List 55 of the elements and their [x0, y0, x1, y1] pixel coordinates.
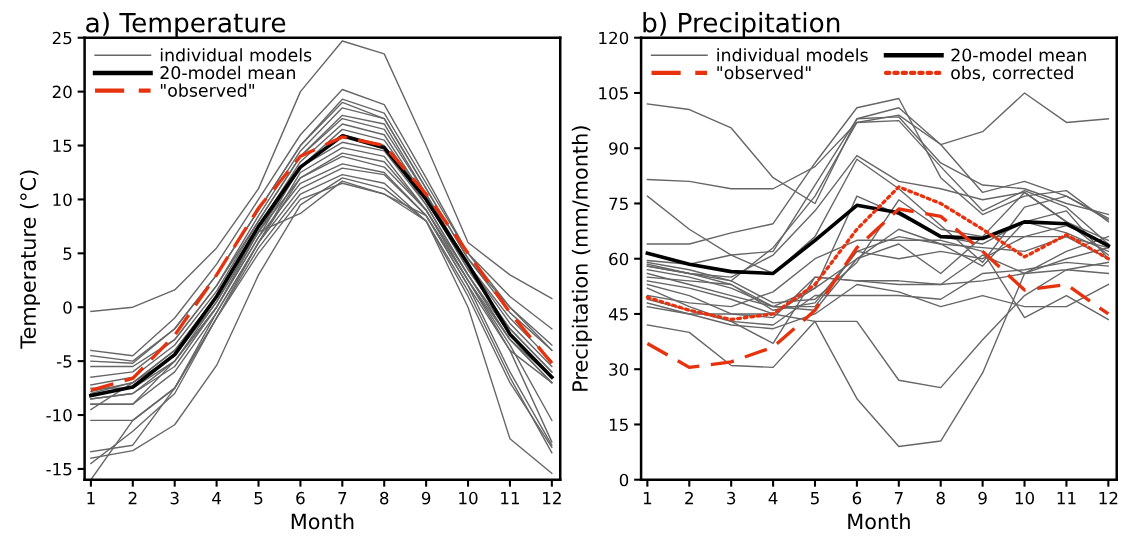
- y-tick-label: 10: [53, 193, 72, 206]
- x-axis-title: Month: [848, 513, 910, 530]
- legend-label: 20-model mean: [160, 65, 295, 80]
- x-tick-label: 3: [727, 491, 736, 505]
- x-tick-label: 12: [543, 491, 561, 505]
- y-tick-label: 25: [52, 31, 72, 45]
- x-tick-label: 9: [978, 491, 987, 505]
- y-tick-label: -10: [46, 408, 72, 422]
- x-tick-label: 5: [810, 492, 819, 505]
- chart-title: b) Precipitation: [643, 12, 840, 38]
- x-tick-label: 9: [421, 491, 431, 505]
- x-tick-label: 6: [296, 491, 305, 505]
- y-tick-label: -15: [46, 463, 72, 476]
- y-tick-label: 90: [609, 142, 629, 155]
- x-tick-label: 11: [501, 492, 520, 505]
- y-tick-label: 30: [609, 363, 629, 376]
- x-tick-label: 8: [380, 491, 389, 505]
- y-tick-label: 0: [63, 301, 72, 314]
- x-tick-label: 1: [643, 492, 652, 505]
- x-axis-title: Month: [291, 513, 354, 530]
- x-tick-label: 12: [1099, 491, 1118, 505]
- x-tick-label: 6: [852, 491, 862, 505]
- x-tick-label: 2: [128, 491, 137, 505]
- y-tick-label: 75: [609, 197, 628, 211]
- x-tick-label: 4: [212, 492, 221, 505]
- y-axis-title: Temperature (°C): [19, 170, 41, 349]
- x-tick-label: 11: [1057, 492, 1076, 505]
- y-tick-label: 20: [52, 85, 72, 99]
- legend-label: "observed": [717, 65, 811, 80]
- x-tick-label: 8: [936, 491, 945, 505]
- x-tick-label: 4: [768, 492, 778, 505]
- x-tick-label: 10: [1015, 491, 1035, 505]
- x-tick-label: 10: [459, 491, 478, 505]
- legend-label: individual models: [160, 48, 312, 62]
- y-tick-label: 15: [53, 139, 72, 153]
- legend-label: obs, corrected: [951, 65, 1073, 82]
- x-tick-label: 2: [685, 491, 693, 505]
- x-tick-label: 7: [338, 492, 347, 505]
- y-tick-label: 0: [619, 473, 629, 487]
- chart-title: a) Temperature: [86, 12, 286, 38]
- x-tick-label: 7: [894, 492, 903, 505]
- legend-label: individual models: [717, 48, 868, 62]
- y-tick-label: 60: [609, 252, 629, 266]
- legend-label: 20-model mean: [951, 48, 1086, 62]
- y-tick-label: -5: [56, 355, 72, 368]
- y-tick-label: 105: [599, 86, 628, 100]
- x-tick-label: 1: [87, 492, 95, 505]
- y-tick-label: 15: [609, 418, 628, 432]
- x-tick-label: 5: [254, 492, 263, 505]
- y-tick-label: 45: [608, 308, 628, 321]
- y-axis-title: Precipitation (mm/month): [571, 126, 592, 391]
- x-tick-label: 3: [170, 491, 179, 505]
- legend-label: "observed": [160, 83, 255, 97]
- y-tick-label: 120: [599, 31, 629, 45]
- y-tick-label: 5: [63, 247, 72, 260]
